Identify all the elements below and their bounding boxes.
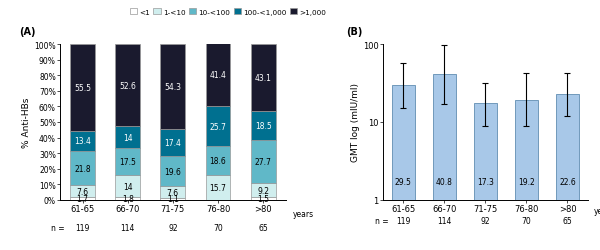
Bar [206,176,230,200]
Text: 25.7: 25.7 [209,122,226,132]
Bar [206,43,230,107]
Legend: <1, 1-<10, 10-<100, 100-<1,000, >1,000: <1, 1-<10, 10-<100, 100-<1,000, >1,000 [129,8,327,16]
Bar [474,104,497,250]
Bar [70,186,95,197]
Text: n =: n = [51,224,65,232]
Text: 65: 65 [563,216,572,224]
Text: 17.5: 17.5 [119,158,136,166]
Text: 17.4: 17.4 [164,138,181,147]
Text: 1.8: 1.8 [122,194,134,203]
Bar [160,198,185,200]
Bar [251,112,275,140]
Bar [251,198,275,200]
Text: 92: 92 [168,224,178,232]
Text: 119: 119 [396,216,410,224]
Bar [70,152,95,186]
Text: (B): (B) [346,27,362,37]
Text: years: years [293,210,314,218]
Text: n =: n = [374,216,388,224]
Text: 14: 14 [123,133,133,142]
Text: 14: 14 [123,182,133,191]
Text: 22.6: 22.6 [559,178,576,186]
Text: 52.6: 52.6 [119,82,136,90]
Text: 19.2: 19.2 [518,178,535,186]
Text: years: years [594,206,600,216]
Text: 114: 114 [437,216,452,224]
Text: 7.6: 7.6 [77,187,89,196]
Text: 15.7: 15.7 [209,183,226,192]
Bar [160,186,185,198]
Bar [251,140,275,184]
Bar [115,197,140,200]
Text: 1.7: 1.7 [77,194,89,203]
Bar [206,107,230,147]
Y-axis label: GMT log (mIU/ml): GMT log (mIU/ml) [351,83,360,162]
Bar [160,45,185,129]
Bar [206,147,230,176]
Bar [160,156,185,186]
Text: 19.6: 19.6 [164,167,181,176]
Text: 1.1: 1.1 [167,195,179,204]
Text: 55.5: 55.5 [74,84,91,92]
Bar [515,100,538,250]
Text: 70: 70 [521,216,532,224]
Bar [251,184,275,198]
Bar [115,148,140,176]
Bar [70,131,95,152]
Text: 7.6: 7.6 [167,188,179,197]
Bar [556,95,579,250]
Text: 40.8: 40.8 [436,178,453,186]
Text: 65: 65 [259,224,268,232]
Text: 21.8: 21.8 [74,164,91,173]
Text: 43.1: 43.1 [255,74,272,83]
Bar [433,75,455,250]
Text: 27.7: 27.7 [255,158,272,166]
Text: 17.3: 17.3 [477,178,494,186]
Bar [70,45,95,131]
Bar [251,45,275,112]
Y-axis label: % Anti-HBs: % Anti-HBs [22,98,31,148]
Text: 29.5: 29.5 [395,178,412,186]
Text: 119: 119 [76,224,90,232]
Text: (A): (A) [19,27,36,37]
Text: 114: 114 [121,224,135,232]
Text: 54.3: 54.3 [164,82,181,92]
Text: 92: 92 [481,216,490,224]
Text: 13.4: 13.4 [74,137,91,146]
Text: 9.2: 9.2 [257,186,269,195]
Bar [392,86,415,250]
Bar [115,176,140,197]
Text: 70: 70 [213,224,223,232]
Bar [160,129,185,156]
Bar [115,127,140,148]
Text: 41.4: 41.4 [209,70,226,80]
Text: 1.5: 1.5 [257,194,269,203]
Bar [115,45,140,127]
Text: 18.5: 18.5 [255,122,272,130]
Text: 18.6: 18.6 [209,157,226,166]
Bar [70,197,95,200]
